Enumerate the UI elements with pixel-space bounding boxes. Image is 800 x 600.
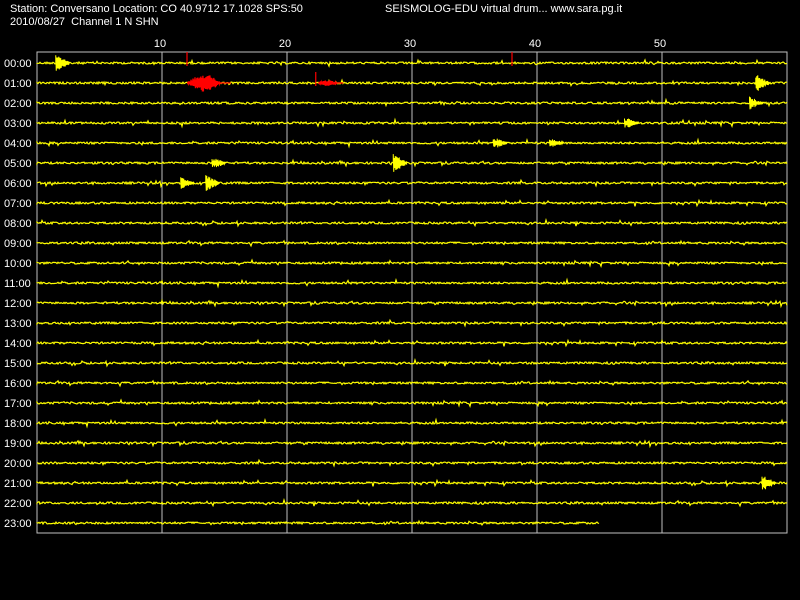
row-label: 14:00 [4,338,32,350]
trace-row [36,277,788,289]
row-label: 11:00 [4,278,31,290]
row-label: 06:00 [4,178,32,190]
trace-row [36,357,788,368]
station-info: Station: Conversano Location: CO 40.9712… [10,3,303,15]
trace-row [36,298,788,309]
trace-burst [755,75,770,91]
trace-burst [55,55,70,71]
labels: 10 20 30 40 50 00:00 01:00 02:00 03:00 04:00 05:00… [4,38,666,530]
row-label: 02:00 [4,98,32,110]
trace-row [36,217,788,228]
trace-row [36,497,788,508]
trace-burst [761,476,776,490]
trace-row [36,78,788,88]
trace-burst [205,175,220,191]
row-label: 04:00 [4,138,32,150]
event-waveform [318,79,344,86]
row-label: 21:00 [4,478,32,490]
row-label: 08:00 [4,218,32,230]
trace-row [36,478,788,488]
trace-row [36,117,788,129]
credit-text: SEISMOLOG-EDU virtual drum... www.sara.p… [385,3,623,15]
trace-burst [549,139,564,147]
trace-burst [392,154,408,172]
trace-row [36,58,788,68]
row-label: 10:00 [4,258,32,270]
grid [36,51,788,534]
x-tick-label: 10 [154,38,166,50]
trace-row [36,258,788,269]
trace-burst [624,118,639,128]
x-tick-label: 20 [279,38,291,50]
row-label: 16:00 [4,378,32,390]
trace-row [36,97,788,108]
row-label: 17:00 [4,398,32,410]
trace-burst [749,96,764,110]
row-label: 12:00 [4,298,32,310]
x-tick-label: 50 [654,38,666,50]
row-label: 09:00 [4,238,32,250]
row-label: 18:00 [4,418,32,430]
x-tick-label: 40 [529,38,541,50]
row-label: 15:00 [4,358,32,370]
trace-row [36,379,787,388]
x-tick-label: 30 [404,38,416,50]
row-label: 23:00 [4,518,32,530]
traces [36,52,788,527]
trace-row [36,417,788,429]
trace-row [36,178,788,189]
trace-row [36,137,788,149]
trace-row [36,158,788,168]
trace-row [36,239,788,248]
date-channel-info: 2010/08/27 Channel 1 N SHN [10,16,159,28]
row-label: 03:00 [4,118,32,130]
event-waveform [186,75,231,92]
trace-row [36,318,788,328]
row-label: 19:00 [4,438,32,450]
row-label: 05:00 [4,158,32,170]
trace-row [36,398,788,409]
trace-burst [211,158,226,168]
trace-row [36,519,600,527]
row-label: 01:00 [4,78,32,90]
trace-row [36,338,788,348]
row-label: 22:00 [4,498,32,510]
trace-row [36,198,788,208]
row-label: 13:00 [4,318,32,330]
trace-burst [492,138,508,148]
trace-row [36,458,788,468]
row-label: 00:00 [4,58,32,70]
trace-burst [180,177,195,189]
row-label: 20:00 [4,458,32,470]
row-label: 07:00 [4,198,32,210]
trace-row [36,439,788,449]
